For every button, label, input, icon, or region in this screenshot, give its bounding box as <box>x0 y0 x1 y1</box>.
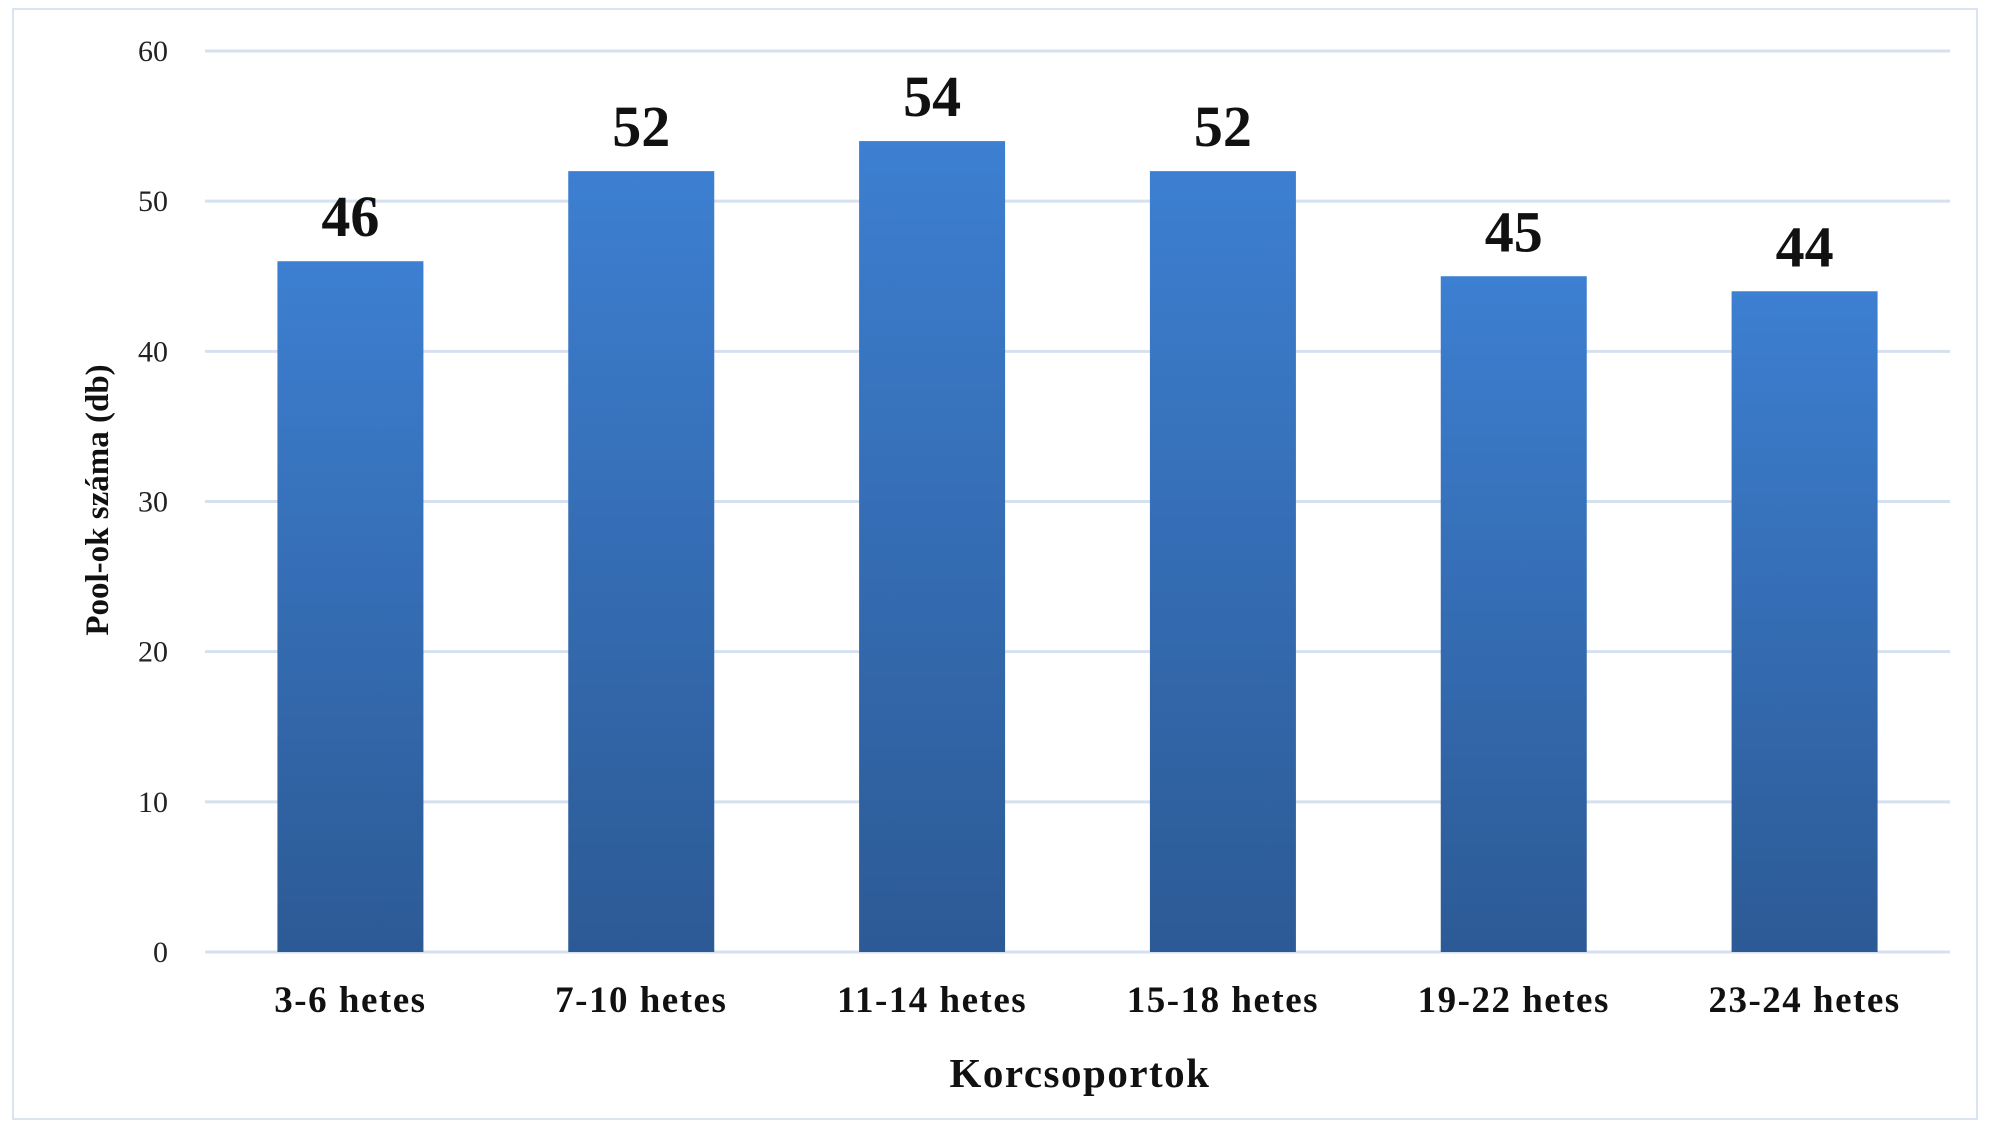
x-tick-label: 15-18 hetes <box>1127 980 1319 1021</box>
y-tick-label: 10 <box>138 786 168 819</box>
bar <box>1440 276 1587 952</box>
x-axis-ticks: 3-6 hetes 7-10 hetes 11-14 hetes 15-18 hete… <box>274 980 1900 1021</box>
y-axis-ticks: 0 10 20 30 40 50 60 <box>138 35 168 969</box>
x-axis-title: Korcsoportok <box>950 1050 1211 1096</box>
data-label: 45 <box>1485 199 1543 264</box>
x-tick-label: 7-10 hetes <box>555 980 727 1021</box>
gridlines <box>205 49 1950 954</box>
x-tick-label: 11-14 hetes <box>837 980 1027 1021</box>
bar <box>1731 291 1878 952</box>
data-label: 54 <box>903 64 961 129</box>
y-tick-label: 30 <box>138 486 168 519</box>
data-label: 52 <box>1194 94 1252 159</box>
data-label: 46 <box>321 184 379 249</box>
x-tick-label: 19-22 hetes <box>1418 980 1610 1021</box>
y-tick-label: 0 <box>153 936 168 969</box>
x-tick-label: 3-6 hetes <box>274 980 426 1021</box>
data-label: 52 <box>612 94 670 159</box>
y-tick-label: 20 <box>138 636 168 669</box>
y-axis-title: Pool-ok száma (db) <box>80 364 116 635</box>
bar <box>568 171 715 953</box>
x-tick-label: 23-24 hetes <box>1708 980 1900 1021</box>
data-labels: 46 52 54 52 45 44 <box>321 64 1833 279</box>
y-tick-label: 60 <box>138 35 168 68</box>
bar <box>277 261 424 952</box>
y-tick-label: 40 <box>138 335 168 368</box>
data-label: 44 <box>1776 214 1834 279</box>
bar <box>859 141 1006 953</box>
y-tick-label: 50 <box>138 185 168 218</box>
bar <box>1149 171 1296 953</box>
bars <box>277 141 1878 953</box>
